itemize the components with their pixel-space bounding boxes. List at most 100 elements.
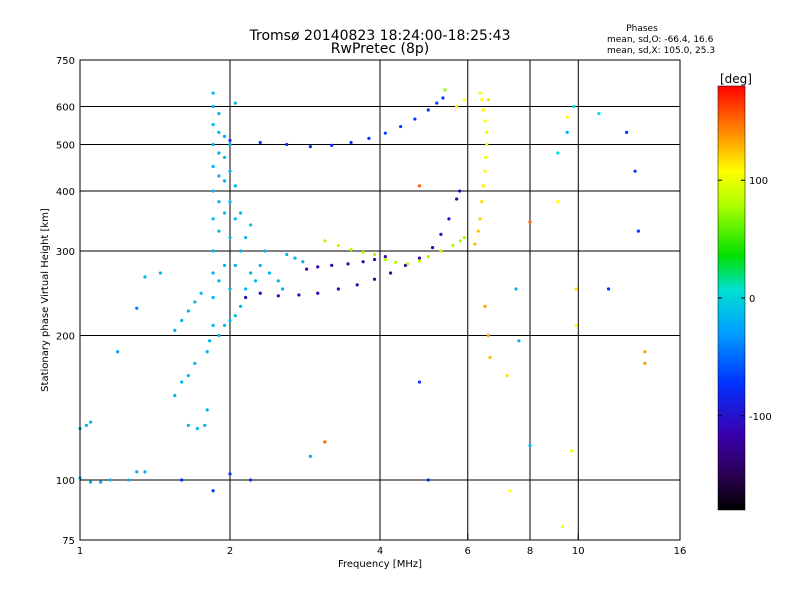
data-point <box>417 256 422 260</box>
data-point <box>451 243 455 248</box>
data-point <box>556 200 560 204</box>
data-point <box>643 350 647 354</box>
data-point <box>258 291 262 295</box>
data-point <box>276 279 280 283</box>
data-point <box>560 524 565 529</box>
data-point <box>316 291 320 295</box>
data-point <box>88 480 93 484</box>
data-point <box>180 318 184 323</box>
data-point <box>238 249 243 253</box>
data-point <box>263 249 267 253</box>
data-point <box>228 142 232 147</box>
data-point <box>244 235 248 240</box>
chart-title: Tromsø 20140823 18:24:00-18:25:43 <box>249 28 511 44</box>
data-point <box>203 423 207 427</box>
y-tick-label: 400 <box>56 187 75 198</box>
colorbar-label: [deg] <box>720 72 752 86</box>
data-point <box>349 248 353 252</box>
data-point <box>435 101 439 105</box>
y-tick-label: 600 <box>56 103 75 114</box>
phase-stats-x: mean, sd,X: 105.0, 25.3 <box>607 46 715 56</box>
data-point <box>473 242 477 246</box>
data-point <box>417 380 422 384</box>
data-point <box>455 197 459 201</box>
x-tick-label: 4 <box>377 546 383 557</box>
data-point <box>186 309 190 313</box>
data-point <box>238 304 243 309</box>
data-point <box>173 393 177 398</box>
data-point <box>228 200 232 204</box>
data-point <box>258 140 262 145</box>
data-point <box>355 283 359 287</box>
data-point <box>211 189 215 193</box>
data-point <box>108 478 112 482</box>
colorbar-tick-label: 100 <box>749 176 768 187</box>
data-point <box>372 252 377 257</box>
data-point <box>483 169 487 173</box>
data-point <box>195 426 199 431</box>
data-point <box>233 263 237 267</box>
data-points <box>78 88 647 529</box>
data-point <box>211 104 215 109</box>
data-point <box>565 130 569 134</box>
data-point <box>205 408 209 412</box>
data-point <box>228 287 232 291</box>
data-point <box>285 252 289 257</box>
data-point <box>193 300 197 304</box>
data-point <box>238 211 243 215</box>
data-point <box>211 142 215 147</box>
grid-lines <box>80 60 680 540</box>
data-point <box>481 108 485 112</box>
data-point <box>222 263 227 267</box>
data-point <box>267 271 272 275</box>
data-point <box>426 255 430 259</box>
data-point <box>488 355 492 360</box>
data-point <box>143 470 147 474</box>
data-point <box>253 279 258 283</box>
data-point <box>84 423 88 427</box>
x-tick-label: 8 <box>527 546 533 557</box>
data-point <box>308 145 313 149</box>
data-point <box>346 262 350 266</box>
data-point <box>233 184 237 188</box>
data-point <box>447 217 451 221</box>
data-point <box>222 323 227 327</box>
data-point <box>372 257 377 262</box>
x-tick-label: 6 <box>465 546 471 557</box>
data-point <box>485 142 489 147</box>
data-point <box>173 328 177 332</box>
data-point <box>217 151 221 155</box>
data-point <box>217 174 221 178</box>
data-point <box>394 260 398 265</box>
data-point <box>323 440 327 444</box>
data-point <box>217 229 221 233</box>
data-point <box>244 295 248 300</box>
data-point <box>403 263 408 267</box>
data-point <box>244 287 248 291</box>
data-point <box>211 123 215 127</box>
colorbar <box>717 85 746 511</box>
data-point <box>207 339 212 343</box>
x-tick-label: 1 <box>77 546 83 557</box>
data-point <box>143 275 147 279</box>
data-point <box>528 443 532 448</box>
data-point <box>406 262 410 266</box>
data-point <box>99 480 103 484</box>
data-point <box>228 235 232 240</box>
data-point <box>417 184 422 188</box>
x-tick-label: 10 <box>572 546 585 557</box>
data-point <box>193 361 197 365</box>
data-point <box>330 263 334 267</box>
data-point <box>258 263 262 267</box>
data-point <box>383 257 387 262</box>
data-point <box>458 189 462 193</box>
data-point <box>116 350 120 354</box>
data-point <box>441 96 445 100</box>
data-point <box>481 184 485 188</box>
data-point <box>211 323 215 327</box>
data-point <box>505 374 509 378</box>
data-point <box>199 291 203 295</box>
data-point <box>222 179 227 183</box>
data-point <box>88 420 93 424</box>
